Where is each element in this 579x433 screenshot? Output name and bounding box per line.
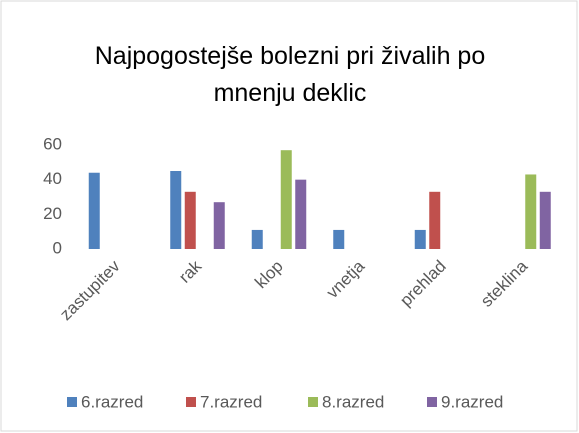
bar [525,174,537,249]
legend-swatch [186,397,196,407]
bar [333,229,345,249]
y-tick-label: 0 [53,238,62,257]
bar [251,229,263,249]
bar [414,229,426,249]
bar [539,191,551,249]
bar [88,172,100,249]
x-tick-label: vnetja [323,256,369,302]
legend-label: 9.razred [441,392,503,411]
legend-label: 8.razred [322,392,384,411]
x-tick-label: zastupitev [56,256,124,324]
x-tick-label: prehlad [396,257,450,311]
x-tick-label: steklina [477,256,532,311]
x-tick-label: klop [251,257,286,292]
y-tick-label: 60 [43,134,62,153]
legend-swatch [308,397,318,407]
legend-label: 6.razred [81,392,143,411]
legend-swatch [427,397,437,407]
bar [213,202,225,249]
bar [170,171,182,249]
bar [429,191,441,249]
y-tick-label: 40 [43,169,62,188]
y-tick-label: 20 [43,204,62,223]
legend-label: 7.razred [200,392,262,411]
chart-title: Najpogostejše bolezni pri živalih po mne… [94,42,486,107]
bar [295,179,307,249]
bar [184,191,196,249]
legend-swatch [67,397,77,407]
x-tick-label: rak [175,256,205,286]
bar [280,150,292,249]
